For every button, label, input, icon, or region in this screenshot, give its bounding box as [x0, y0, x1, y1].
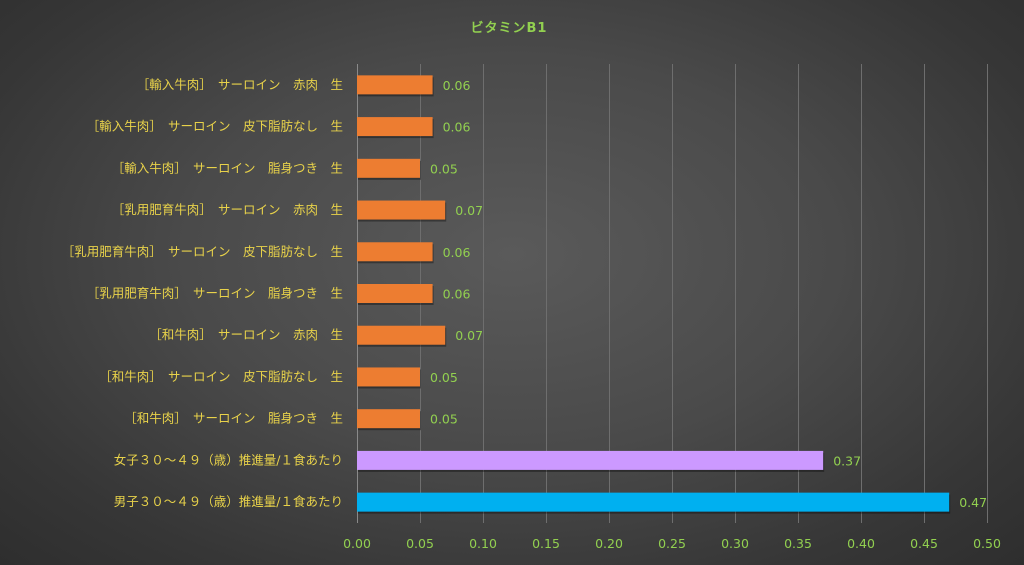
- data-label: 0.06: [443, 78, 471, 93]
- category-labels: ［輸入牛肉］ サーロイン 赤肉 生 ［輸入牛肉］ サーロイン 皮下脂肪なし 生 ［輸…: [62, 77, 343, 509]
- category-label: ［和牛肉］ サーロイン 脂身つき 生: [124, 411, 343, 426]
- gridlines: [357, 64, 988, 523]
- bar: [357, 242, 433, 262]
- category-label: ［乳用肥育牛肉］ サーロイン 赤肉 生: [112, 202, 343, 217]
- chart-title: ビタミンB1: [471, 20, 548, 36]
- data-label: 0.47: [959, 495, 987, 510]
- bar: [357, 284, 433, 303]
- bar: [357, 450, 824, 470]
- data-label: 0.06: [443, 245, 471, 260]
- bar: [357, 367, 420, 387]
- x-tick-label: 0.50: [973, 536, 1001, 551]
- bar: [357, 325, 446, 345]
- data-label: 0.06: [443, 287, 471, 302]
- x-tick-label: 0.45: [910, 536, 938, 551]
- x-tick-label: 0.30: [721, 536, 749, 551]
- bar: [357, 117, 433, 137]
- x-tick-label: 0.20: [595, 536, 623, 551]
- category-label: ［和牛肉］ サーロイン 赤肉 生: [149, 327, 343, 342]
- x-tick-label: 0.00: [343, 536, 371, 551]
- bar: [357, 158, 420, 178]
- data-label: 0.05: [430, 412, 458, 427]
- bar: [357, 75, 433, 95]
- category-label: ［和牛肉］ サーロイン 皮下脂肪なし 生: [99, 369, 343, 384]
- bar: [357, 200, 446, 220]
- category-label: ［乳用肥育牛肉］ サーロイン 皮下脂肪なし 生: [62, 244, 343, 259]
- bar: [357, 492, 950, 512]
- x-axis-ticks: 0.00 0.05 0.10 0.15 0.20 0.25 0.30 0.35 0.40 0.45…: [343, 536, 1001, 551]
- data-label: 0.05: [430, 161, 458, 176]
- category-label: ［輸入牛肉］ サーロイン 皮下脂肪なし 生: [87, 119, 343, 134]
- category-label: ［輸入牛肉］ サーロイン 赤肉 生: [137, 77, 343, 92]
- x-tick-label: 0.35: [784, 536, 812, 551]
- x-tick-label: 0.15: [532, 536, 560, 551]
- x-tick-label: 0.25: [658, 536, 686, 551]
- data-label: 0.37: [833, 453, 861, 468]
- bar: [357, 409, 420, 429]
- category-label: ［乳用肥育牛肉］ サーロイン 脂身つき 生: [87, 286, 343, 301]
- category-label: 女子３０～４９（歳）推進量/１食あたり: [114, 452, 343, 467]
- data-label: 0.07: [455, 328, 483, 343]
- x-tick-label: 0.05: [406, 536, 434, 551]
- data-label: 0.05: [430, 370, 458, 385]
- data-labels: 0.06 0.06 0.05 0.07 0.06 0.06 0.07 0.05 0.05 0.37…: [430, 78, 987, 510]
- x-tick-label: 0.40: [847, 536, 875, 551]
- category-label: ［輸入牛肉］ サーロイン 脂身つき 生: [112, 160, 343, 175]
- data-label: 0.07: [455, 203, 483, 218]
- data-label: 0.06: [443, 120, 471, 135]
- x-tick-label: 0.10: [469, 536, 497, 551]
- category-label: 男子３０～４９（歳）推進量/１食あたり: [114, 494, 343, 509]
- bars: [357, 75, 951, 514]
